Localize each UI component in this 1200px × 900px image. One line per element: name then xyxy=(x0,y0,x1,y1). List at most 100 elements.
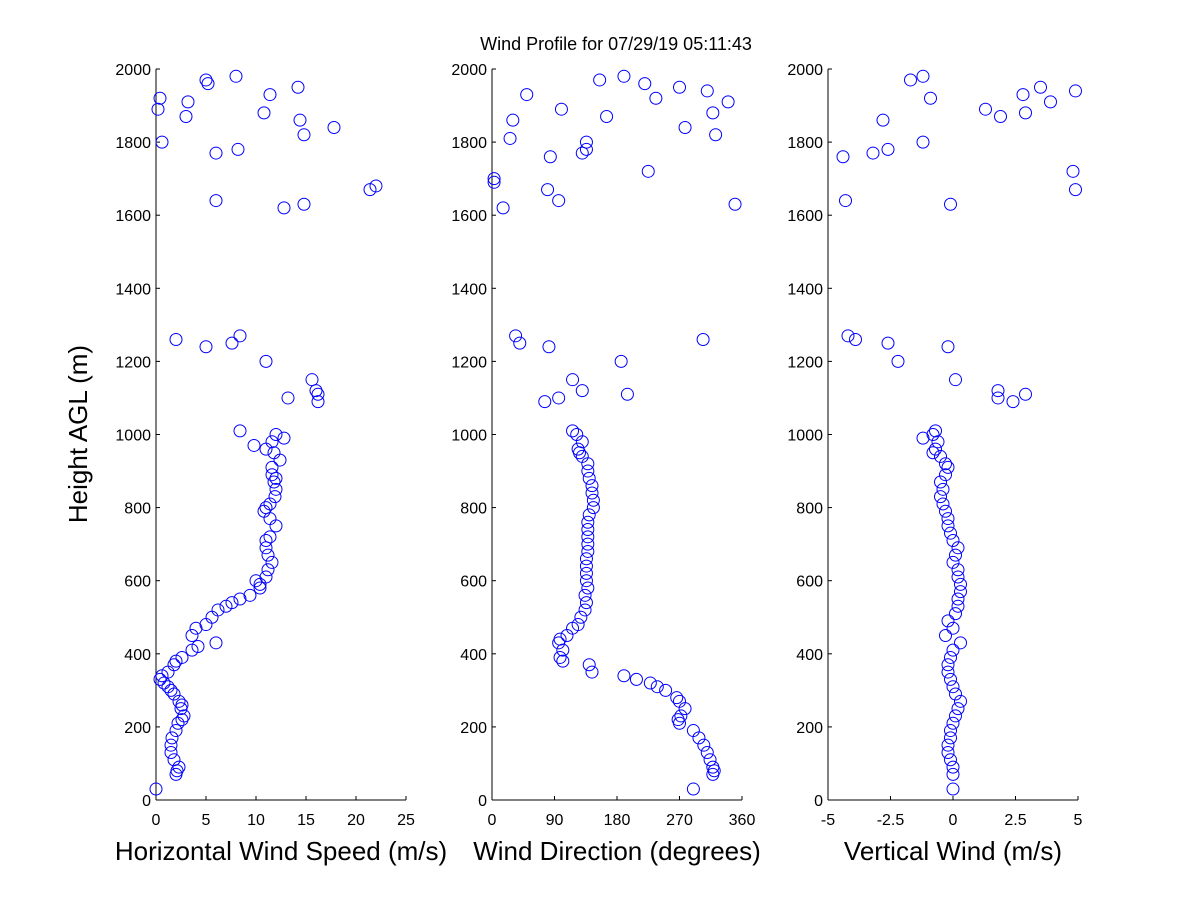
speed-data-point xyxy=(259,354,273,368)
figure-title: Wind Profile for 07/29/19 05:11:43 xyxy=(480,34,752,54)
speed-data-point xyxy=(267,446,281,460)
direction-data-point xyxy=(542,340,556,354)
speed-data-point xyxy=(265,435,279,449)
speed-data-point xyxy=(277,431,291,445)
vertical-data-point xyxy=(954,694,967,708)
vertical-data-point xyxy=(949,607,962,621)
vertical-y-tick-label: 1000 xyxy=(787,428,823,445)
vertical-data-point xyxy=(946,782,960,796)
speed-data-point xyxy=(297,128,311,142)
vertical-data-point xyxy=(949,709,962,723)
speed-data-point xyxy=(265,555,279,569)
direction-data-point xyxy=(571,442,585,456)
direction-data-point xyxy=(614,354,628,368)
direction-data-point xyxy=(721,95,735,109)
vertical-data-point xyxy=(1069,183,1082,197)
speed-data-point xyxy=(199,340,213,354)
speed-x-tick-label: 0 xyxy=(152,812,161,829)
speed-data-point xyxy=(269,471,283,485)
vertical-y-tick-label: 800 xyxy=(796,501,823,518)
speed-y-tick-label: 800 xyxy=(124,501,151,518)
speed-data-point xyxy=(281,391,295,405)
speed-data-point xyxy=(199,618,213,632)
vertical-data-point xyxy=(991,391,1005,405)
direction-data-point xyxy=(706,760,720,774)
vertical-data-point xyxy=(1016,88,1030,102)
speed-data-point xyxy=(164,745,178,759)
direction-x-axis-label: Wind Direction (degrees) xyxy=(473,836,761,866)
vertical-data-point xyxy=(881,336,895,350)
speed-data-point xyxy=(175,698,189,712)
vertical-data-point xyxy=(1034,80,1047,94)
vertical-data-point xyxy=(941,738,955,752)
direction-data-point xyxy=(581,537,595,551)
vertical-data-point xyxy=(941,745,955,759)
speed-data-point xyxy=(171,716,185,730)
speed-data-point xyxy=(191,639,205,653)
vertical-data-point xyxy=(951,592,965,606)
vertical-data-point xyxy=(941,658,955,672)
vertical-x-tick-label: -2.5 xyxy=(877,812,905,829)
speed-data-point xyxy=(305,373,319,387)
direction-data-point xyxy=(600,110,614,124)
speed-y-tick-label: 600 xyxy=(124,574,151,591)
direction-y-tick-label: 2000 xyxy=(451,62,487,79)
vertical-data-point xyxy=(1019,387,1032,401)
direction-data-point xyxy=(541,183,555,197)
direction-data-point xyxy=(552,194,566,208)
vertical-data-point xyxy=(926,446,940,460)
speed-x-axis-label: Horizontal Wind Speed (m/s) xyxy=(115,836,447,866)
speed-data-point xyxy=(269,428,283,441)
vertical-data-point xyxy=(951,702,965,716)
speed-data-point xyxy=(231,142,245,156)
direction-data-point xyxy=(670,691,684,705)
speed-y-axis-label: Height AGL (m) xyxy=(63,345,93,523)
direction-data-point xyxy=(503,131,517,145)
direction-data-point xyxy=(579,552,593,566)
direction-data-point xyxy=(649,91,663,105)
speed-data-point xyxy=(259,442,273,456)
speed-data-point xyxy=(261,548,275,562)
direction-data-point xyxy=(579,574,593,588)
vertical-y-tick-label: 0 xyxy=(814,793,823,810)
speed-data-point xyxy=(253,581,267,595)
direction-data-point xyxy=(673,80,686,94)
direction-data-point xyxy=(671,713,685,727)
direction-x-tick-label: 180 xyxy=(604,812,631,829)
direction-data-point xyxy=(638,77,652,91)
vertical-data-point xyxy=(946,680,960,694)
direction-data-point xyxy=(709,128,723,142)
direction-y-tick-label: 400 xyxy=(460,647,487,664)
speed-data-point xyxy=(149,782,163,796)
direction-data-point xyxy=(678,120,692,134)
direction-data-point xyxy=(629,672,643,686)
speed-data-point xyxy=(199,73,213,87)
vertical-y-tick-label: 400 xyxy=(796,647,823,664)
speed-data-point xyxy=(209,194,223,208)
speed-data-point xyxy=(189,621,203,635)
vertical-y-tick-label: 600 xyxy=(796,574,823,591)
vertical-data-point xyxy=(946,621,960,635)
vertical-data-point xyxy=(951,541,965,555)
direction-data-point xyxy=(686,724,700,738)
direction-data-point xyxy=(728,197,742,211)
speed-data-point xyxy=(249,574,263,588)
speed-y-tick-label: 1400 xyxy=(115,281,151,298)
direction-data-point xyxy=(487,172,501,186)
speed-data-point xyxy=(177,709,191,723)
direction-data-point xyxy=(552,391,566,405)
vertical-data-point xyxy=(939,629,952,643)
vertical-data-point xyxy=(951,570,965,584)
direction-data-point xyxy=(553,650,567,664)
vertical-x-tick-label: 2.5 xyxy=(1004,812,1026,829)
direction-y-tick-label: 800 xyxy=(460,501,487,518)
vertical-data-point xyxy=(841,329,855,343)
direction-data-point xyxy=(581,464,595,478)
speed-data-point xyxy=(225,336,239,350)
direction-data-point xyxy=(556,654,570,668)
vertical-data-point xyxy=(954,577,967,591)
speed-data-point xyxy=(164,738,178,752)
vertical-data-point xyxy=(941,665,955,679)
speed-data-point xyxy=(265,468,279,482)
speed-data-point xyxy=(175,713,189,727)
